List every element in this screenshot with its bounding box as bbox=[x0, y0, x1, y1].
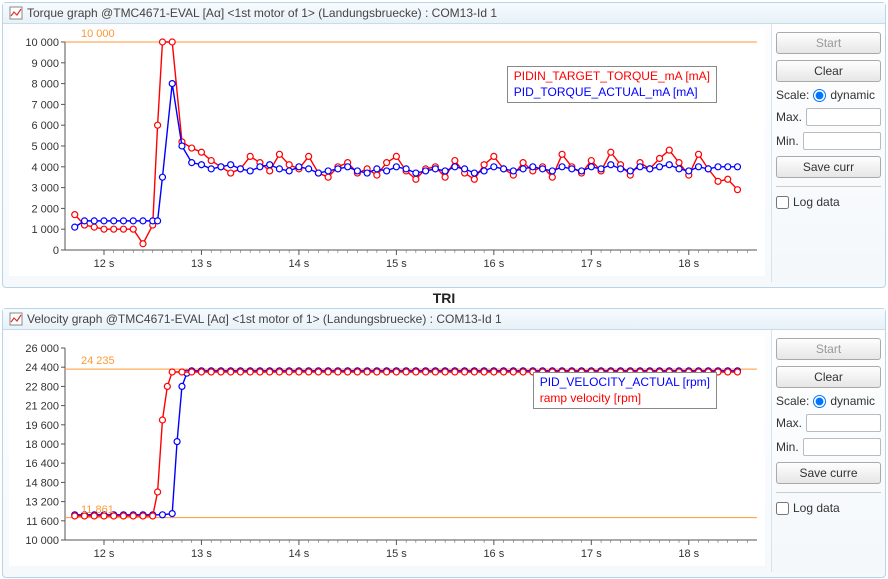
svg-text:16 s: 16 s bbox=[483, 258, 504, 270]
torque-controls: Start Clear Scale: dynamic Max. Min. Sav… bbox=[771, 24, 885, 282]
svg-text:15 s: 15 s bbox=[386, 258, 407, 270]
clear-button[interactable]: Clear bbox=[776, 366, 881, 388]
svg-text:18 s: 18 s bbox=[678, 548, 699, 560]
log-data-label: Log data bbox=[793, 501, 840, 515]
scale-mode-text: dynamic bbox=[830, 88, 875, 102]
svg-text:7 000: 7 000 bbox=[31, 99, 59, 111]
svg-text:22 800: 22 800 bbox=[25, 381, 59, 393]
scale-label: Scale: bbox=[776, 394, 809, 408]
svg-text:19 600: 19 600 bbox=[25, 420, 59, 432]
log-data-label: Log data bbox=[793, 195, 840, 209]
min-input[interactable] bbox=[803, 132, 881, 150]
svg-text:13 s: 13 s bbox=[191, 258, 212, 270]
svg-text:12 s: 12 s bbox=[94, 258, 115, 270]
svg-text:15 s: 15 s bbox=[386, 548, 407, 560]
scale-label: Scale: bbox=[776, 88, 809, 102]
chart-icon bbox=[9, 6, 23, 20]
torque-panel-title: Torque graph @TMC4671-EVAL [Aα] <1st mot… bbox=[27, 6, 497, 20]
max-input[interactable] bbox=[806, 414, 881, 432]
chart-icon bbox=[9, 312, 23, 326]
torque-panel: Torque graph @TMC4671-EVAL [Aα] <1st mot… bbox=[2, 2, 886, 288]
svg-text:14 s: 14 s bbox=[289, 548, 310, 560]
svg-text:13 200: 13 200 bbox=[25, 497, 59, 509]
svg-text:14 800: 14 800 bbox=[25, 477, 59, 489]
svg-text:13 s: 13 s bbox=[191, 548, 212, 560]
velocity-legend: PID_VELOCITY_ACTUAL [rpm]ramp velocity [… bbox=[533, 372, 717, 409]
clear-button[interactable]: Clear bbox=[776, 60, 881, 82]
scale-mode-text: dynamic bbox=[830, 394, 875, 408]
svg-text:3 000: 3 000 bbox=[31, 183, 59, 195]
scale-row: Scale: dynamic bbox=[776, 88, 881, 102]
svg-text:2 000: 2 000 bbox=[31, 203, 59, 215]
svg-text:17 s: 17 s bbox=[581, 258, 602, 270]
svg-text:16 400: 16 400 bbox=[25, 458, 59, 470]
velocity-panel: Velocity graph @TMC4671-EVAL [Aα] <1st m… bbox=[2, 308, 886, 578]
svg-text:8 000: 8 000 bbox=[31, 79, 59, 91]
save-curve-button[interactable]: Save curr bbox=[776, 156, 881, 178]
save-curve-button[interactable]: Save curre bbox=[776, 462, 881, 484]
torque-panel-header: Torque graph @TMC4671-EVAL [Aα] <1st mot… bbox=[3, 3, 885, 24]
velocity-controls: Start Clear Scale: dynamic Max. Min. Sav… bbox=[771, 330, 885, 572]
svg-text:11 600: 11 600 bbox=[26, 516, 59, 528]
max-input[interactable] bbox=[806, 108, 881, 126]
svg-text:16 s: 16 s bbox=[483, 548, 504, 560]
svg-text:26 000: 26 000 bbox=[25, 343, 59, 355]
velocity-panel-title: Velocity graph @TMC4671-EVAL [Aα] <1st m… bbox=[27, 312, 502, 326]
start-button[interactable]: Start bbox=[776, 338, 881, 360]
torque-chart: 0 1 000 2 000 3 000 4 000 5 000 6 000 7 000 8 00… bbox=[9, 30, 765, 276]
svg-text:10 000: 10 000 bbox=[25, 535, 59, 547]
max-label: Max. bbox=[776, 416, 802, 430]
svg-text:18 s: 18 s bbox=[678, 258, 699, 270]
start-button[interactable]: Start bbox=[776, 32, 881, 54]
scale-dynamic-radio[interactable] bbox=[813, 395, 826, 408]
torque-legend: PIDIN_TARGET_TORQUE_mA [mA]PID_TORQUE_AC… bbox=[507, 66, 717, 103]
svg-text:17 s: 17 s bbox=[581, 548, 602, 560]
torque-limit-annotation: 10 000 bbox=[81, 28, 115, 40]
velocity-lower-annotation: 11 861 bbox=[81, 504, 114, 516]
svg-text:12 s: 12 s bbox=[94, 548, 115, 560]
svg-text:18 000: 18 000 bbox=[25, 439, 59, 451]
svg-text:10 000: 10 000 bbox=[25, 37, 59, 49]
max-label: Max. bbox=[776, 110, 802, 124]
mid-strip-text: TRI bbox=[0, 290, 888, 306]
svg-text:24 400: 24 400 bbox=[25, 362, 59, 374]
min-label: Min. bbox=[776, 440, 799, 454]
min-label: Min. bbox=[776, 134, 799, 148]
svg-text:6 000: 6 000 bbox=[31, 120, 59, 132]
log-data-checkbox[interactable] bbox=[776, 502, 789, 515]
svg-text:4 000: 4 000 bbox=[31, 162, 59, 174]
min-input[interactable] bbox=[803, 438, 881, 456]
velocity-chart: 10 000 11 600 13 200 14 800 16 400 18 000 19 6… bbox=[9, 336, 765, 566]
scale-dynamic-radio[interactable] bbox=[813, 89, 826, 102]
scale-row: Scale: dynamic bbox=[776, 394, 881, 408]
velocity-limit-annotation: 24 235 bbox=[81, 355, 115, 367]
svg-text:1 000: 1 000 bbox=[31, 224, 59, 236]
svg-text:5 000: 5 000 bbox=[31, 141, 59, 153]
log-data-checkbox[interactable] bbox=[776, 196, 789, 209]
svg-text:21 200: 21 200 bbox=[25, 401, 59, 413]
velocity-panel-header: Velocity graph @TMC4671-EVAL [Aα] <1st m… bbox=[3, 309, 885, 330]
svg-text:9 000: 9 000 bbox=[31, 58, 59, 70]
svg-text:14 s: 14 s bbox=[289, 258, 310, 270]
svg-text:0: 0 bbox=[53, 245, 59, 257]
